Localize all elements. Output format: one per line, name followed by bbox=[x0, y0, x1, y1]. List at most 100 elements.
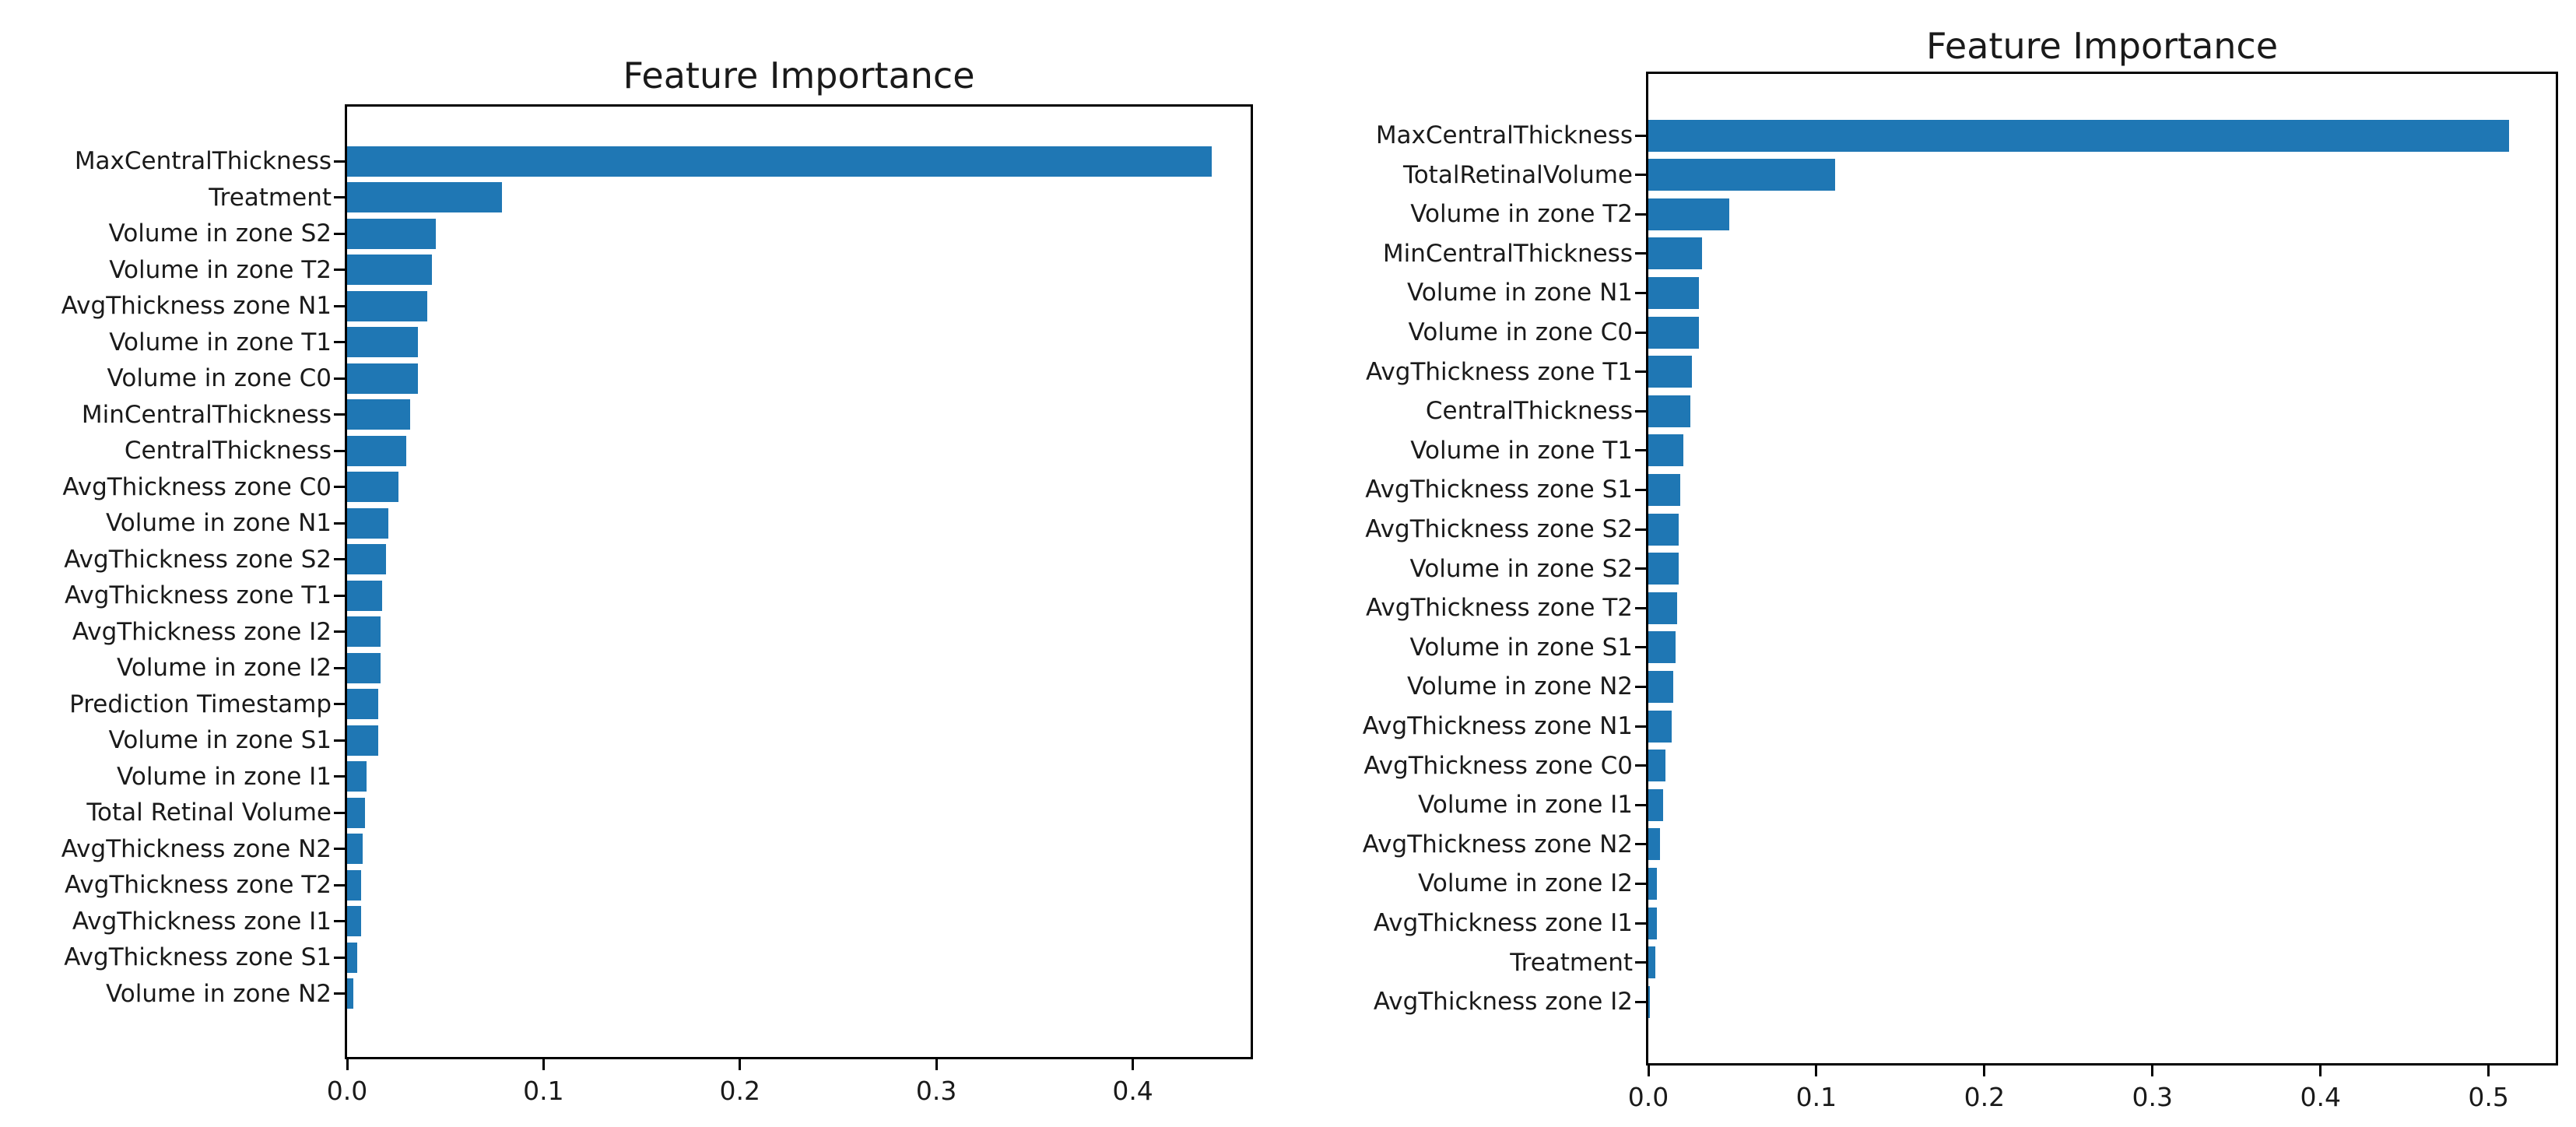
x-tick-label: 0.4 bbox=[1112, 1076, 1153, 1106]
y-tick-label: AvgThickness zone N1 bbox=[61, 292, 332, 320]
y-tick-label: Volume in zone S1 bbox=[108, 726, 332, 754]
y-tick-label: Volume in zone S2 bbox=[1409, 554, 1633, 583]
bar-volume-in-zone-n2 bbox=[1648, 670, 1674, 703]
y-tick-mark bbox=[334, 703, 345, 705]
y-tick-mark bbox=[1635, 252, 1646, 255]
y-tick-mark bbox=[1635, 882, 1646, 885]
y-tick-mark bbox=[334, 739, 345, 742]
y-tick-label: Volume in zone I1 bbox=[117, 762, 332, 791]
y-tick-label: AvgThickness zone S1 bbox=[64, 943, 332, 971]
y-tick-mark bbox=[1635, 606, 1646, 609]
bar-avgthickness-zone-n1 bbox=[1648, 710, 1672, 743]
y-tick-mark bbox=[1635, 685, 1646, 688]
y-tick-label: MinCentralThickness bbox=[1382, 239, 1633, 268]
bar-avgthickness-zone-t1 bbox=[1648, 356, 1693, 388]
bar-avgthickness-zone-i1 bbox=[347, 906, 361, 936]
y-tick-mark bbox=[1635, 488, 1646, 491]
y-tick-mark bbox=[334, 269, 345, 271]
bar-avgthickness-zone-c0 bbox=[347, 472, 398, 502]
y-tick-mark bbox=[334, 449, 345, 452]
y-tick-label: Volume in zone N1 bbox=[1407, 279, 1633, 307]
x-tick-label: 0.1 bbox=[1795, 1082, 1837, 1112]
bar-maxcentralthickness bbox=[347, 146, 1212, 177]
y-tick-mark bbox=[334, 232, 345, 235]
y-tick-label: Volume in zone I2 bbox=[1418, 869, 1633, 898]
y-tick-label: MaxCentralThickness bbox=[1375, 121, 1633, 149]
y-tick-label: MaxCentralThickness bbox=[74, 147, 332, 175]
y-tick-label: Total Retinal Volume bbox=[86, 799, 332, 827]
bar-volume-in-zone-i2 bbox=[1648, 867, 1657, 900]
y-tick-mark bbox=[334, 413, 345, 416]
bar-volume-in-zone-i2 bbox=[347, 652, 381, 683]
y-tick-label: Volume in zone N2 bbox=[106, 979, 332, 1008]
bar-centralthickness bbox=[1648, 395, 1690, 427]
y-tick-label: Volume in zone T1 bbox=[1410, 436, 1633, 465]
y-tick-label: AvgThickness zone I1 bbox=[72, 907, 332, 936]
x-tick-mark bbox=[739, 1059, 742, 1070]
x-tick-label: 0.3 bbox=[2132, 1082, 2174, 1112]
y-tick-label: AvgThickness zone N1 bbox=[1362, 712, 1633, 740]
y-tick-mark bbox=[1635, 449, 1646, 452]
bar-avgthickness-zone-c0 bbox=[1648, 750, 1665, 782]
y-tick-mark bbox=[1635, 764, 1646, 767]
y-tick-mark bbox=[1635, 922, 1646, 925]
y-tick-label: Volume in zone T1 bbox=[109, 328, 332, 356]
bar-avgthickness-zone-i2 bbox=[1648, 985, 1651, 1018]
y-tick-label: CentralThickness bbox=[1425, 397, 1633, 426]
y-tick-label: Volume in zone N1 bbox=[106, 509, 332, 537]
y-tick-label: AvgThickness zone I1 bbox=[1373, 909, 1633, 937]
y-tick-mark bbox=[334, 666, 345, 669]
bar-volume-in-zone-i1 bbox=[1648, 788, 1664, 821]
x-tick-label: 0.2 bbox=[1964, 1082, 2006, 1112]
y-tick-mark bbox=[1635, 725, 1646, 728]
y-tick-label: Volume in zone C0 bbox=[1408, 318, 1633, 346]
y-tick-mark bbox=[1635, 331, 1646, 334]
y-tick-label: AvgThickness zone I2 bbox=[1373, 988, 1633, 1016]
bar-volume-in-zone-t2 bbox=[347, 255, 432, 285]
x-tick-label: 0.5 bbox=[2468, 1082, 2509, 1112]
chart-title-right: Feature Importance bbox=[1925, 25, 2279, 67]
bar-volume-in-zone-s2 bbox=[1648, 553, 1679, 585]
y-tick-mark bbox=[334, 160, 345, 163]
y-tick-label: AvgThickness zone N2 bbox=[61, 834, 332, 863]
bar-avgthickness-zone-s1 bbox=[1648, 473, 1681, 506]
y-tick-label: AvgThickness zone N2 bbox=[1362, 830, 1633, 858]
bar-volume-in-zone-n2 bbox=[347, 978, 353, 1009]
y-tick-mark bbox=[1635, 291, 1646, 294]
x-tick-label: 0.2 bbox=[719, 1076, 761, 1106]
y-tick-mark bbox=[334, 920, 345, 922]
y-tick-mark bbox=[1635, 961, 1646, 964]
bar-volume-in-zone-t1 bbox=[347, 327, 418, 357]
bar-mincentralthickness bbox=[347, 399, 410, 430]
y-tick-label: AvgThickness zone I2 bbox=[72, 617, 332, 646]
y-tick-label: CentralThickness bbox=[124, 437, 332, 465]
y-tick-label: Volume in zone I1 bbox=[1418, 791, 1633, 820]
y-tick-label: MinCentralThickness bbox=[81, 400, 332, 429]
x-tick-label: 0.0 bbox=[326, 1076, 368, 1106]
x-tick-label: 0.4 bbox=[2300, 1082, 2341, 1112]
bar-prediction-timestamp bbox=[347, 689, 379, 719]
y-tick-label: TotalRetinalVolume bbox=[1403, 160, 1633, 189]
bar-volume-in-zone-c0 bbox=[1648, 316, 1699, 349]
y-tick-label: AvgThickness zone C0 bbox=[62, 472, 332, 501]
y-tick-mark bbox=[334, 558, 345, 560]
x-tick-mark bbox=[1983, 1066, 1986, 1076]
x-tick-mark bbox=[1815, 1066, 1818, 1076]
feature-importance-plot-left bbox=[334, 104, 1253, 1070]
y-tick-mark bbox=[334, 196, 345, 198]
chart-title-left: Feature Importance bbox=[623, 54, 975, 97]
x-tick-mark bbox=[2487, 1066, 2490, 1076]
x-tick-mark bbox=[346, 1059, 349, 1070]
bar-total-retinal-volume bbox=[347, 797, 365, 828]
bar-avgthickness-zone-s2 bbox=[1648, 513, 1679, 546]
bar-mincentralthickness bbox=[1648, 237, 1703, 270]
bar-avgthickness-zone-n1 bbox=[347, 290, 428, 321]
x-tick-mark bbox=[2319, 1066, 2322, 1076]
y-tick-mark bbox=[334, 630, 345, 633]
x-tick-mark bbox=[935, 1059, 938, 1070]
bar-volume-in-zone-i1 bbox=[347, 761, 367, 792]
bar-volume-in-zone-n1 bbox=[347, 507, 388, 539]
bar-treatment bbox=[347, 182, 503, 212]
bar-treatment bbox=[1648, 946, 1655, 979]
y-tick-mark bbox=[334, 377, 345, 380]
